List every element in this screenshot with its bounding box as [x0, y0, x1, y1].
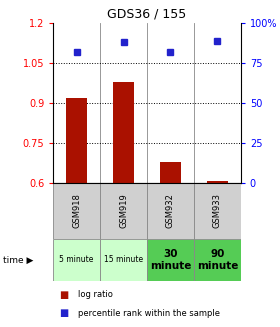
- Bar: [147, 183, 194, 239]
- Text: ■: ■: [59, 308, 68, 318]
- Bar: [207, 181, 228, 183]
- Text: 90
minute: 90 minute: [197, 249, 238, 271]
- Bar: [100, 239, 147, 281]
- Bar: [66, 98, 87, 183]
- Bar: [194, 239, 241, 281]
- Bar: [160, 162, 181, 183]
- Text: ■: ■: [59, 290, 68, 300]
- Bar: [100, 183, 147, 239]
- Title: GDS36 / 155: GDS36 / 155: [107, 7, 187, 20]
- Text: 15 minute: 15 minute: [104, 255, 143, 265]
- Text: log ratio: log ratio: [78, 290, 113, 299]
- Text: percentile rank within the sample: percentile rank within the sample: [78, 309, 220, 318]
- Text: GSM933: GSM933: [213, 193, 222, 229]
- Bar: [147, 239, 194, 281]
- Bar: [53, 183, 100, 239]
- Text: GSM932: GSM932: [166, 194, 175, 228]
- Text: 5 minute: 5 minute: [59, 255, 94, 265]
- Bar: [194, 183, 241, 239]
- Text: GSM919: GSM919: [119, 194, 128, 228]
- Text: time ▶: time ▶: [3, 255, 33, 265]
- Text: GSM918: GSM918: [72, 194, 81, 228]
- Bar: [113, 82, 134, 183]
- Bar: [53, 239, 100, 281]
- Text: 30
minute: 30 minute: [150, 249, 191, 271]
